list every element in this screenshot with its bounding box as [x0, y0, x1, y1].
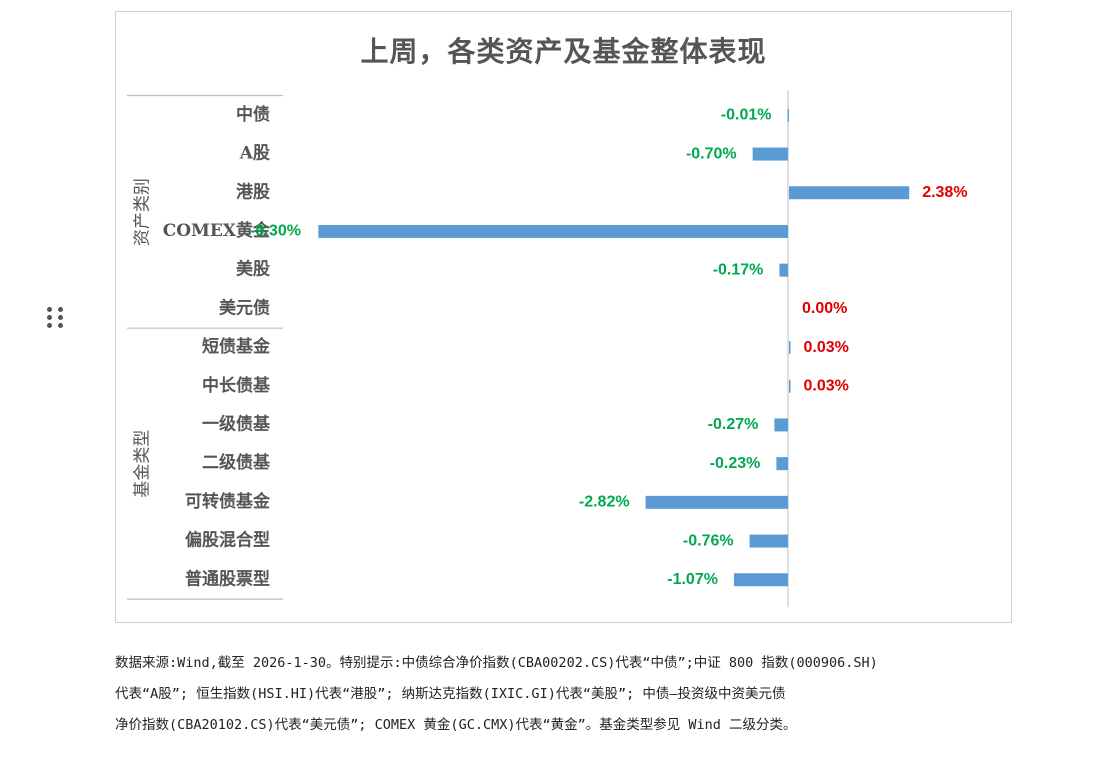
category-label: 港股: [236, 181, 270, 202]
category-label: 普通股票型: [185, 568, 270, 589]
category-label: 中债: [236, 104, 270, 125]
category-label: COMEX黄金: [163, 220, 271, 241]
bar: [779, 263, 788, 277]
group-label: 基金类型: [133, 430, 153, 498]
chart-title: 上周，各类资产及基金整体表现: [360, 35, 767, 68]
data-label: 0.03%: [804, 339, 849, 356]
bar: [789, 341, 791, 355]
footnote-line: 数据来源:Wind,截至 2026-1-30。特别提示:中债综合净价指数(CBA…: [115, 655, 878, 671]
bar: [789, 379, 791, 393]
bar: [789, 186, 910, 200]
grip-dot-icon: [47, 315, 52, 320]
bar: [752, 147, 788, 161]
bar: [733, 573, 788, 587]
data-label: -0.27%: [708, 416, 759, 433]
bar: [318, 224, 788, 238]
data-label: -9.30%: [250, 223, 301, 240]
category-label: A股: [239, 144, 270, 164]
category-label: 美股: [236, 259, 270, 280]
data-label: -1.07%: [667, 571, 718, 588]
category-label: 可转债基金: [185, 491, 271, 512]
data-label: 0.03%: [804, 377, 849, 394]
bar: [776, 457, 788, 471]
category-label: 一级债基: [202, 413, 271, 434]
drag-handle[interactable]: [47, 307, 65, 331]
bar: [787, 108, 789, 122]
category-label: 中长债基: [202, 375, 271, 396]
footnote-line: 净价指数(CBA20102.CS)代表“美元债”; COMEX 黄金(GC.CM…: [115, 717, 797, 733]
footnote-line: 代表“A股”; 恒生指数(HSI.HI)代表“港股”; 纳斯达克指数(IXIC.…: [115, 686, 786, 702]
grip-dot-icon: [58, 323, 63, 328]
data-label: -0.70%: [686, 145, 737, 162]
data-label: -0.23%: [710, 455, 761, 472]
footnote: 数据来源:Wind,截至 2026-1-30。特别提示:中债综合净价指数(CBA…: [115, 648, 1045, 741]
grip-dot-icon: [58, 315, 63, 320]
bar: [645, 495, 788, 509]
data-label: -0.76%: [683, 532, 734, 549]
grip-dot-icon: [47, 323, 52, 328]
category-label: 美元债: [219, 297, 270, 318]
bar: [749, 534, 788, 548]
grip-dot-icon: [58, 307, 63, 312]
grip-dot-icon: [47, 307, 52, 312]
bar: [774, 418, 788, 432]
data-label: 2.38%: [922, 184, 967, 201]
data-label: -0.17%: [713, 261, 764, 278]
chart-container: 上周，各类资产及基金整体表现 资产类别基金类型 中债 -0.01% A股 -0.70% 港…: [115, 11, 1012, 623]
category-label: 偏股混合型: [185, 530, 270, 551]
data-label: 0.00%: [802, 300, 847, 317]
category-label: 二级债基: [202, 452, 271, 473]
category-label: 短债基金: [202, 336, 271, 357]
data-label: -2.82%: [579, 494, 630, 511]
data-label: -0.01%: [721, 107, 772, 124]
group-label: 资产类别: [133, 178, 153, 246]
